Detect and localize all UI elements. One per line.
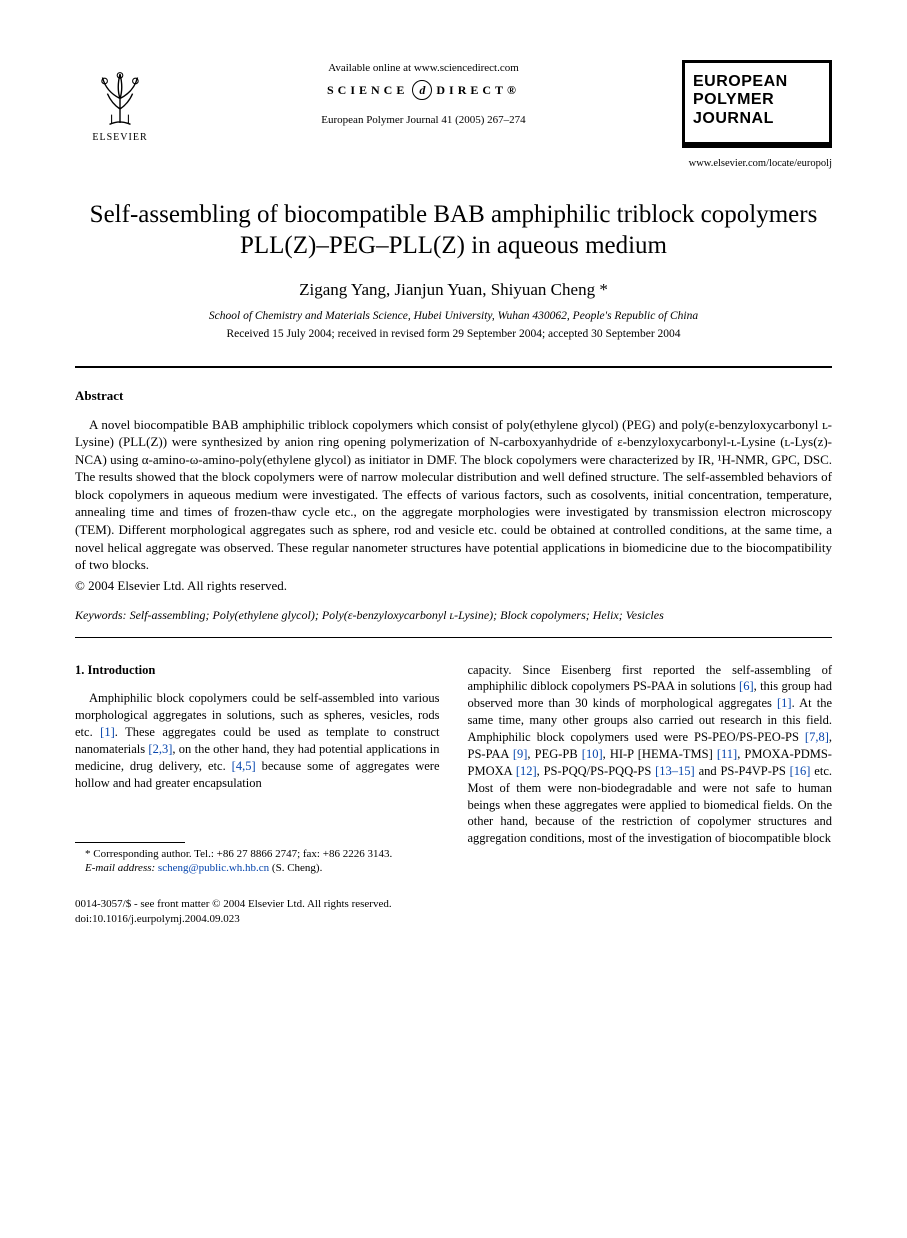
body-columns: 1. Introduction Amphiphilic block copoly… <box>75 662 832 876</box>
ref-11[interactable]: [11] <box>717 747 737 761</box>
scidirect-swirl-icon: d <box>412 80 432 100</box>
keywords-text: Self-assembling; Poly(ethylene glycol); … <box>127 608 664 622</box>
ref-4-5[interactable]: [4,5] <box>232 759 256 773</box>
ref-10[interactable]: [10] <box>582 747 603 761</box>
locate-url[interactable]: www.elsevier.com/locate/europolj <box>75 158 832 169</box>
scidirect-left: SCIENCE <box>327 83 408 98</box>
doi-line: doi:10.1016/j.eurpolymj.2004.09.023 <box>75 912 832 926</box>
ref-1[interactable]: [1] <box>100 725 115 739</box>
left-column: 1. Introduction Amphiphilic block copoly… <box>75 662 440 876</box>
article-title: Self-assembling of biocompatible BAB amp… <box>75 199 832 262</box>
authors-line: Zigang Yang, Jianjun Yuan, Shiyuan Cheng… <box>75 280 832 300</box>
ref-7-8[interactable]: [7,8] <box>805 730 829 744</box>
header-center: Available online at www.sciencedirect.co… <box>165 60 682 126</box>
ref-16[interactable]: [16] <box>790 764 811 778</box>
keywords-label: Keywords: <box>75 608 127 622</box>
email-link[interactable]: scheng@public.wh.hb.cn <box>158 862 269 874</box>
intro-para-right: capacity. Since Eisenberg first reported… <box>468 662 833 848</box>
ref-12[interactable]: [12] <box>516 764 537 778</box>
page-container: ELSEVIER Available online at www.science… <box>0 0 907 966</box>
front-matter-line: 0014-3057/$ - see front matter © 2004 El… <box>75 897 832 911</box>
ref-1b[interactable]: [1] <box>777 696 792 710</box>
available-online-text: Available online at www.sciencedirect.co… <box>165 62 682 74</box>
journal-box-line3: JOURNAL <box>693 110 821 128</box>
citation-line: European Polymer Journal 41 (2005) 267–2… <box>165 114 682 126</box>
rule-below-keywords <box>75 637 832 638</box>
doi-block: 0014-3057/$ - see front matter © 2004 El… <box>75 897 832 926</box>
email-label: E-mail address: <box>85 862 155 874</box>
abstract-heading: Abstract <box>75 388 832 404</box>
ref-2-3[interactable]: [2,3] <box>148 742 172 756</box>
elsevier-tree-icon <box>85 60 155 130</box>
corresponding-author-footnote: * Corresponding author. Tel.: +86 27 886… <box>75 847 440 876</box>
section-1-heading: 1. Introduction <box>75 662 440 679</box>
ref-13-15[interactable]: [13–15] <box>655 764 695 778</box>
journal-box-wrap: EUROPEAN POLYMER JOURNAL <box>682 60 832 148</box>
abstract-body-span: A novel biocompatible BAB amphiphilic tr… <box>75 416 832 574</box>
email-suffix: (S. Cheng). <box>269 862 322 874</box>
sciencedirect-logo: SCIENCE d DIRECT® <box>165 80 682 100</box>
journal-box-line2: POLYMER <box>693 91 821 109</box>
ref-6[interactable]: [6] <box>739 679 754 693</box>
ref-9[interactable]: [9] <box>513 747 528 761</box>
publisher-name: ELSEVIER <box>75 132 165 143</box>
publisher-logo-block: ELSEVIER <box>75 60 165 143</box>
right-column: capacity. Since Eisenberg first reported… <box>468 662 833 876</box>
scidirect-right: DIRECT® <box>436 83 520 98</box>
abstract-copyright: © 2004 Elsevier Ltd. All rights reserved… <box>75 578 832 594</box>
corr-author-text: * Corresponding author. Tel.: +86 27 886… <box>75 847 440 861</box>
intro-para-left: Amphiphilic block copolymers could be se… <box>75 690 440 791</box>
abstract-text: A novel biocompatible BAB amphiphilic tr… <box>75 416 832 574</box>
journal-title-box: EUROPEAN POLYMER JOURNAL <box>682 60 832 148</box>
header-row: ELSEVIER Available online at www.science… <box>75 60 832 148</box>
affiliation-line: School of Chemistry and Materials Scienc… <box>75 310 832 322</box>
rule-above-abstract <box>75 366 832 368</box>
footnote-rule <box>75 842 185 843</box>
email-line: E-mail address: scheng@public.wh.hb.cn (… <box>75 861 440 875</box>
keywords-line: Keywords: Self-assembling; Poly(ethylene… <box>75 608 832 623</box>
journal-box-line1: EUROPEAN <box>693 73 821 91</box>
article-dates: Received 15 July 2004; received in revis… <box>75 328 832 340</box>
